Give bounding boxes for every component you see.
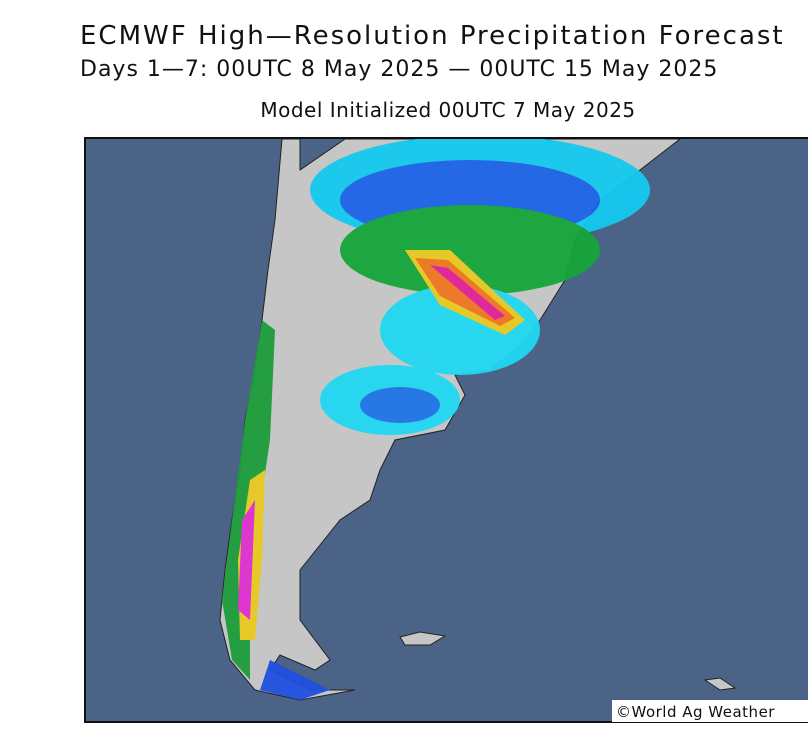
map-subtitle: Days 1—7: 00UTC 8 May 2025 — 00UTC 15 Ma… xyxy=(80,57,718,82)
credit: ©World Ag Weather xyxy=(616,703,775,721)
precip xyxy=(222,139,650,700)
map-frame: ©World Ag Weather xyxy=(84,137,808,723)
land-layer xyxy=(219,139,737,701)
island xyxy=(703,677,737,691)
credit-box xyxy=(612,700,808,722)
island xyxy=(399,631,447,646)
init-time: Model Initialized 00UTC 7 May 2025 xyxy=(260,98,635,122)
map-title: ECMWF High—Resolution Precipitation Fore… xyxy=(80,21,785,51)
